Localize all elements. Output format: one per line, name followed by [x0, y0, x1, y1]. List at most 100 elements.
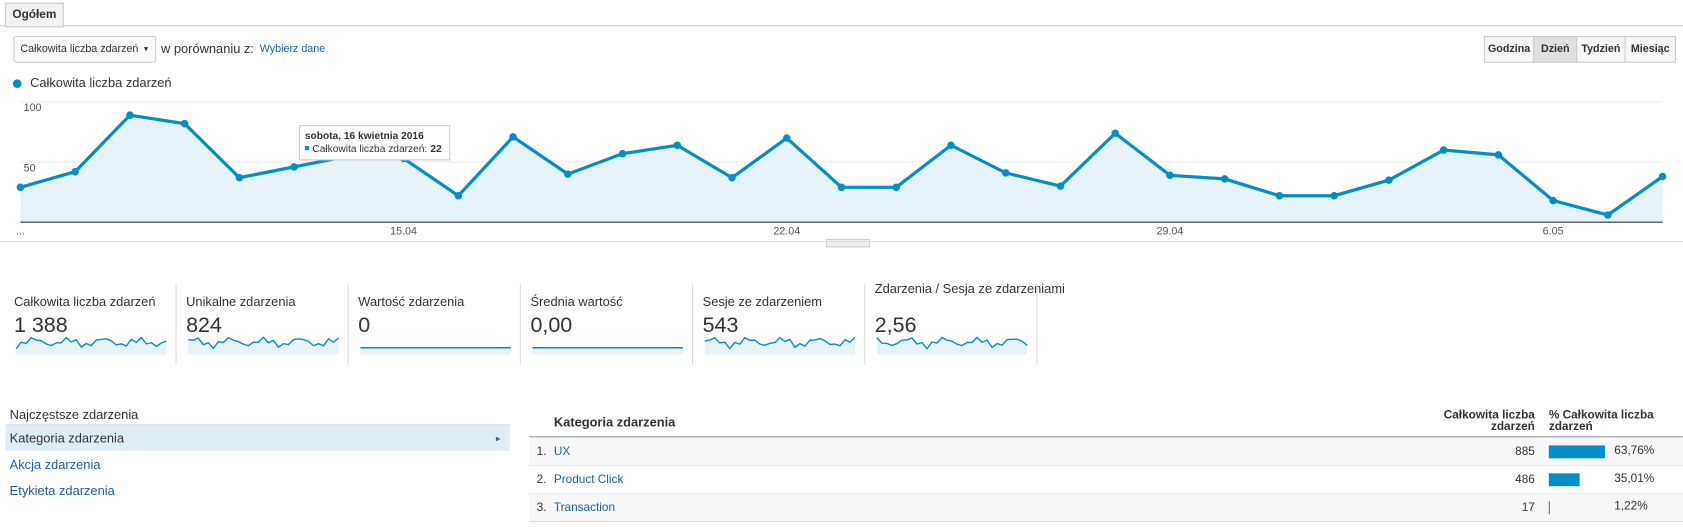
- sparkline: [15, 336, 167, 350]
- point[interactable]: [673, 141, 682, 149]
- point[interactable]: [290, 163, 298, 171]
- point[interactable]: [618, 149, 627, 158]
- tooltip-box: [298, 125, 451, 161]
- panel-title: Najczęstsze zdarzenia: [10, 407, 139, 422]
- granularity-label[interactable]: Tydzień: [1581, 43, 1620, 55]
- granularity-button[interactable]: [1576, 35, 1626, 63]
- point[interactable]: [1166, 171, 1174, 180]
- point[interactable]: [1439, 146, 1448, 154]
- tooltip-label: Całkowita liczba zdarzeń:: [312, 144, 427, 155]
- y-tick-label: 100: [24, 102, 42, 114]
- chart-resize-handle[interactable]: [825, 238, 870, 248]
- point[interactable]: [1275, 191, 1284, 200]
- point[interactable]: [783, 134, 791, 142]
- point[interactable]: [1056, 182, 1065, 190]
- point[interactable]: [16, 183, 25, 192]
- tooltip-title: sobota, 16 kwietnia 2016: [305, 131, 424, 142]
- panel-item[interactable]: Etykieta zdarzenia: [10, 483, 116, 498]
- scorecard-value: 0: [358, 313, 370, 337]
- point[interactable]: [837, 183, 846, 192]
- share-bar: [1548, 473, 1580, 487]
- table-header: Kategoria zdarzenia: [554, 414, 676, 429]
- panel-item-arrow: ▸: [496, 434, 501, 445]
- table-header: Całkowita liczba zdarzeń: [1444, 407, 1536, 433]
- sparkline-area: [360, 347, 511, 355]
- point[interactable]: [235, 173, 244, 182]
- share-label: 63,76%: [1614, 443, 1655, 457]
- panel-item-selected[interactable]: [5, 426, 510, 451]
- granularity-buttons: Godzina Dzień Tydzień Miesiąc: [1483, 35, 1677, 63]
- y-tick-label: 50: [24, 162, 36, 174]
- panel-item[interactable]: Akcja zdarzenia: [10, 457, 102, 472]
- point[interactable]: [947, 141, 955, 149]
- granularity-button[interactable]: [1483, 35, 1535, 63]
- table-header: % Całkowita liczba zdarzeń: [1549, 407, 1654, 433]
- x-tick-label: ...: [16, 226, 25, 238]
- tooltip: sobota, 16 kwietnia 2016 Całkowita liczba…: [298, 125, 451, 161]
- point[interactable]: [126, 111, 134, 119]
- legend-marker: [12, 79, 22, 89]
- granularity-label[interactable]: Dzień: [1541, 43, 1570, 55]
- x-tick-label: 6.05: [1543, 226, 1564, 238]
- metric-dropdown[interactable]: [13, 35, 157, 63]
- scorecard-name: Unikalne zdarzenia: [186, 294, 296, 309]
- sparkline: [704, 336, 856, 350]
- point[interactable]: [180, 119, 189, 128]
- share-bar: [1548, 501, 1550, 515]
- x-tick-label: 29.04: [1157, 226, 1184, 238]
- data-table: Całkowita liczba zdarzeń % Całkowita liczb…: [529, 407, 1683, 523]
- compare-link[interactable]: Wybierz dane: [260, 43, 325, 55]
- point[interactable]: [1494, 151, 1503, 159]
- point[interactable]: [1658, 172, 1667, 181]
- share-label: 35,01%: [1614, 471, 1655, 485]
- granularity-button[interactable]: [1624, 35, 1677, 63]
- point[interactable]: [1111, 129, 1119, 137]
- granularity-label[interactable]: Miesiąc: [1631, 43, 1670, 55]
- point[interactable]: [1330, 191, 1338, 200]
- point[interactable]: [1549, 196, 1557, 205]
- tab[interactable]: [4, 2, 64, 28]
- point[interactable]: [509, 133, 517, 141]
- scorecard-value: 2,56: [875, 313, 917, 337]
- point[interactable]: [892, 183, 900, 192]
- table-row: [529, 437, 1683, 466]
- point[interactable]: [564, 170, 572, 178]
- scorecard-name: Zdarzenia / Sesja ze zdarzeniami: [875, 281, 1065, 296]
- scorecard-name: Sesje ze zdarzeniem: [703, 294, 822, 309]
- panel-item[interactable]: Kategoria zdarzenia: [10, 430, 125, 445]
- point[interactable]: [454, 191, 463, 200]
- point[interactable]: [1220, 175, 1229, 183]
- row-count: 885: [1515, 444, 1535, 458]
- share-label: 1,22%: [1614, 499, 1648, 513]
- row-rank: 2.: [537, 472, 547, 486]
- scorecard-name: Całkowita liczba zdarzeń: [14, 294, 156, 309]
- scorecard-value: 1 388: [14, 313, 68, 337]
- scorecard-value: 824: [186, 313, 222, 337]
- tab-label[interactable]: Ogółem: [12, 7, 56, 21]
- scorecard-value: 0,00: [530, 313, 572, 337]
- tooltip-value: 22: [430, 144, 442, 155]
- row-name[interactable]: Transaction: [554, 500, 615, 514]
- row-count: 17: [1522, 500, 1535, 514]
- scorecards: Całkowita liczba zdarzeń 1 388 Unikalne zd…: [14, 281, 1065, 365]
- sparkline: [188, 336, 340, 350]
- scorecard-name: Wartość zdarzenia: [358, 294, 465, 309]
- point[interactable]: [1604, 211, 1612, 219]
- point[interactable]: [1001, 169, 1010, 177]
- metric-dropdown-label[interactable]: Całkowita liczba zdarzeń: [20, 43, 138, 55]
- granularity-button[interactable]: [1533, 35, 1578, 63]
- scorecard-name: Średnia wartość: [530, 294, 623, 309]
- x-tick-label: 15.04: [390, 226, 417, 238]
- legend-label: Całkowita liczba zdarzeń: [30, 75, 172, 90]
- point[interactable]: [71, 167, 79, 176]
- row-name[interactable]: UX: [554, 444, 571, 458]
- granularity-label[interactable]: Godzina: [1488, 43, 1531, 55]
- share-bar: [1548, 445, 1605, 459]
- line-chart: 50 100... 15.04 22.04 29.04 6.05 sobota, 16 kw…: [16, 101, 1667, 238]
- scorecard-value: 543: [703, 313, 739, 337]
- row-name[interactable]: Product Click: [554, 472, 624, 486]
- point[interactable]: [1385, 176, 1393, 184]
- table-row: [529, 465, 1683, 494]
- point[interactable]: [728, 173, 736, 182]
